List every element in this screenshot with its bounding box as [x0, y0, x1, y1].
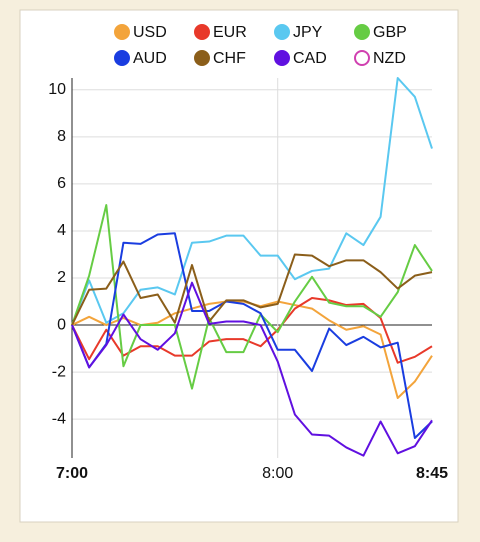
- x-tick-label: 8:45: [416, 465, 448, 482]
- y-tick-label: 6: [57, 175, 66, 192]
- line: [71, 77, 433, 326]
- legend-marker[interactable]: [194, 24, 210, 40]
- legend-marker[interactable]: [274, 50, 290, 66]
- legend-marker[interactable]: [114, 24, 130, 40]
- legend-label[interactable]: AUD: [133, 50, 167, 67]
- legend-label[interactable]: USD: [133, 24, 167, 41]
- y-tick-label: 2: [57, 269, 66, 286]
- legend-marker[interactable]: [274, 24, 290, 40]
- panel: [19, 9, 459, 523]
- legend-label[interactable]: CAD: [293, 50, 327, 67]
- legend-marker[interactable]: [194, 50, 210, 66]
- y-tick-label: 4: [57, 222, 66, 239]
- legend-label[interactable]: CHF: [213, 50, 246, 67]
- legend-label[interactable]: JPY: [293, 24, 323, 41]
- legend-marker[interactable]: [354, 24, 370, 40]
- line: [71, 281, 433, 457]
- legend-label[interactable]: GBP: [373, 24, 407, 41]
- legend-marker[interactable]: [114, 50, 130, 66]
- legend-marker[interactable]: [354, 50, 370, 66]
- y-tick-label: 10: [48, 81, 66, 98]
- line: [71, 232, 433, 439]
- y-tick-label: 0: [57, 316, 66, 333]
- line: [71, 204, 433, 390]
- legend-label[interactable]: EUR: [213, 24, 247, 41]
- line: [71, 253, 433, 326]
- y-tick-label: -2: [52, 363, 66, 380]
- x-tick-label: 8:00: [262, 465, 293, 482]
- y-tick-label: -4: [52, 410, 66, 427]
- y-tick-label: 8: [57, 128, 66, 145]
- x-tick-label: 7:00: [56, 465, 88, 482]
- legend-label[interactable]: NZD: [373, 50, 406, 67]
